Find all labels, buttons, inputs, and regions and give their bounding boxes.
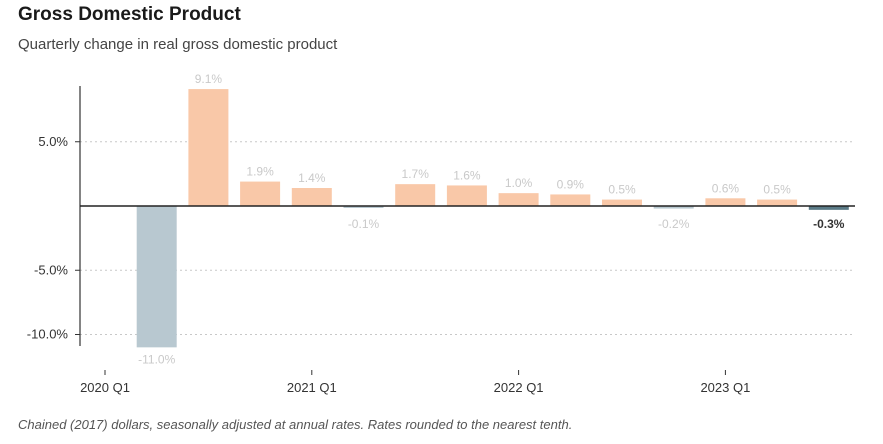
bar-2023-q1 (705, 198, 746, 206)
data-label: 1.0% (505, 176, 533, 190)
bar-2023-q2 (757, 199, 798, 206)
bar-2020-q3 (188, 89, 229, 206)
bar-2022-q4 (653, 206, 694, 209)
x-tick-label: 2023 Q1 (700, 380, 750, 395)
data-label: -0.2% (658, 217, 690, 231)
bar-2020-q4 (240, 181, 281, 206)
y-tick-label: 5.0% (38, 134, 68, 149)
y-tick-label: -10.0% (27, 327, 69, 342)
data-label: 0.5% (763, 183, 791, 197)
data-label: 1.9% (246, 165, 274, 179)
data-label: 9.1% (195, 72, 223, 86)
bar-2022-q2 (550, 194, 591, 206)
bar-2021-q2 (343, 206, 384, 208)
chart-title: Gross Domestic Product (18, 4, 241, 25)
data-label: -0.1% (348, 217, 380, 231)
x-tick-label: 2021 Q1 (287, 380, 337, 395)
bar-2022-q1 (498, 193, 539, 206)
data-label: 1.6% (453, 168, 481, 182)
bar-2022-q3 (602, 199, 642, 206)
y-tick-label: -5.0% (34, 262, 68, 277)
chart-subtitle: Quarterly change in real gross domestic … (18, 36, 338, 53)
data-label: 0.9% (557, 177, 585, 191)
bar-2021-q1 (291, 188, 332, 206)
bar-2020-q2 (136, 206, 177, 348)
bar-2021-q3 (395, 184, 436, 206)
data-label: 1.7% (402, 167, 430, 181)
bar-2021-q4 (446, 185, 487, 206)
data-label: -0.3% (813, 217, 845, 231)
x-tick-label: 2022 Q1 (494, 380, 544, 395)
data-label: 1.4% (298, 171, 326, 185)
data-label: 0.6% (712, 181, 740, 195)
data-label: 0.5% (608, 183, 636, 197)
chart-footnote: Chained (2017) dollars, seasonally adjus… (18, 417, 573, 432)
data-label: -11.0% (138, 352, 175, 366)
x-tick-label: 2020 Q1 (80, 380, 130, 395)
bar-2023-q3 (808, 206, 849, 210)
